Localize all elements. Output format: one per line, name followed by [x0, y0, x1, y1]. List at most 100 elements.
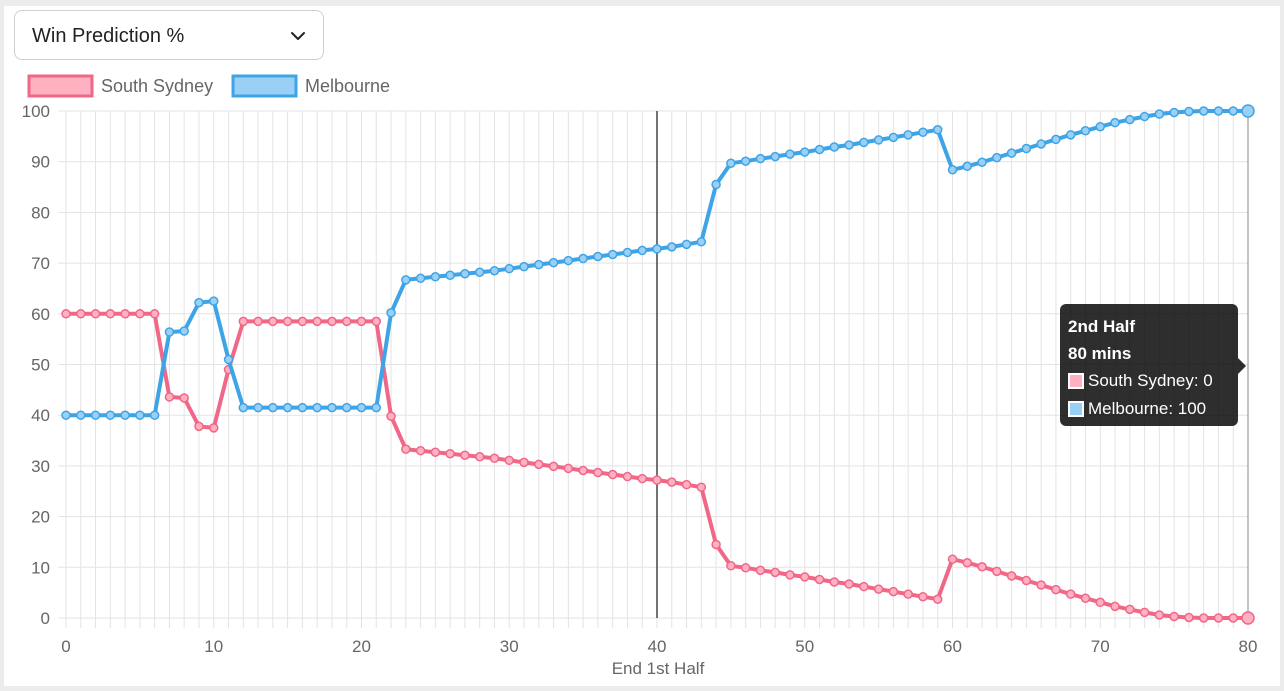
data-point-south-sydney[interactable] — [607, 469, 618, 480]
data-point-south-sydney[interactable] — [903, 589, 913, 599]
data-point-melbourne[interactable] — [268, 402, 278, 413]
data-point-south-sydney[interactable] — [652, 475, 662, 485]
data-point-south-sydney[interactable] — [711, 539, 721, 550]
data-point-south-sydney[interactable] — [430, 447, 441, 457]
data-point-melbourne[interactable] — [489, 265, 500, 276]
data-point-melbourne[interactable] — [814, 144, 825, 155]
data-point-melbourne[interactable] — [1198, 106, 1209, 116]
data-point-south-sydney[interactable] — [1154, 610, 1165, 620]
data-point-south-sydney[interactable] — [696, 482, 707, 492]
data-point-melbourne[interactable] — [519, 261, 529, 272]
data-point-melbourne[interactable] — [401, 275, 411, 285]
data-point-melbourne[interactable] — [755, 153, 766, 164]
data-point-melbourne[interactable] — [1184, 106, 1194, 117]
data-point-south-sydney[interactable] — [622, 471, 633, 482]
data-point-south-sydney[interactable] — [563, 463, 574, 474]
data-point-melbourne[interactable] — [1139, 111, 1150, 122]
data-point-south-sydney[interactable] — [740, 563, 751, 573]
data-point-melbourne[interactable] — [164, 327, 175, 337]
data-point-melbourne[interactable] — [962, 161, 973, 172]
data-point-melbourne[interactable] — [1125, 114, 1135, 125]
data-point-south-sydney[interactable] — [504, 455, 514, 466]
data-point-south-sydney[interactable] — [977, 562, 987, 572]
data-point-south-sydney[interactable] — [1006, 571, 1017, 581]
data-point-melbourne[interactable] — [1021, 143, 1032, 154]
legend-item-south-sydney[interactable]: South Sydney — [27, 74, 213, 98]
data-point-south-sydney[interactable] — [268, 316, 278, 327]
data-point-melbourne[interactable] — [947, 165, 958, 175]
data-point-melbourne[interactable] — [859, 137, 869, 148]
data-point-melbourne[interactable] — [135, 410, 145, 420]
data-point-melbourne[interactable] — [194, 297, 204, 308]
data-point-south-sydney[interactable] — [681, 479, 692, 490]
data-point-south-sydney[interactable] — [785, 570, 795, 580]
data-point-melbourne[interactable] — [681, 239, 692, 250]
data-point-melbourne[interactable] — [1095, 121, 1105, 132]
data-point-south-sydney[interactable] — [76, 309, 86, 319]
data-point-south-sydney[interactable] — [637, 473, 647, 484]
data-point-south-sydney[interactable] — [474, 452, 485, 462]
data-point-south-sydney[interactable] — [859, 581, 869, 592]
data-point-melbourne[interactable] — [356, 402, 367, 413]
data-point-south-sydney[interactable] — [1184, 612, 1194, 623]
data-point-melbourne[interactable] — [977, 157, 987, 167]
data-point-melbourne[interactable] — [740, 156, 751, 166]
data-point-south-sydney[interactable] — [1213, 613, 1224, 623]
data-point-melbourne[interactable] — [238, 402, 249, 413]
data-point-south-sydney[interactable] — [1228, 613, 1238, 623]
data-point-south-sydney[interactable] — [932, 594, 943, 604]
data-point-melbourne[interactable] — [711, 179, 721, 190]
data-point-south-sydney[interactable] — [164, 392, 175, 402]
data-point-melbourne[interactable] — [253, 402, 263, 413]
data-point-melbourne[interactable] — [1006, 148, 1017, 158]
data-point-melbourne[interactable] — [312, 402, 322, 413]
data-point-south-sydney[interactable] — [489, 453, 500, 464]
data-point-melbourne[interactable] — [504, 263, 514, 274]
data-point-south-sydney[interactable] — [327, 316, 337, 327]
legend-item-melbourne[interactable]: Melbourne — [231, 74, 390, 98]
data-point-south-sydney[interactable] — [61, 309, 71, 319]
data-point-south-sydney[interactable] — [135, 309, 145, 319]
data-point-melbourne[interactable] — [327, 402, 337, 413]
data-point-south-sydney[interactable] — [105, 309, 116, 319]
data-point-melbourne[interactable] — [903, 130, 913, 140]
data-point-melbourne[interactable] — [770, 151, 780, 162]
data-point-south-sydney[interactable] — [1065, 589, 1076, 599]
data-point-melbourne[interactable] — [622, 247, 633, 258]
data-point-south-sydney[interactable] — [460, 450, 470, 461]
data-point-south-sydney[interactable] — [356, 316, 367, 327]
data-point-melbourne[interactable] — [1154, 109, 1165, 119]
data-point-south-sydney[interactable] — [918, 591, 928, 602]
data-point-south-sydney[interactable] — [120, 309, 130, 319]
data-point-melbourne[interactable] — [223, 354, 234, 365]
data-point-south-sydney[interactable] — [962, 557, 973, 568]
data-point-melbourne[interactable] — [179, 326, 189, 336]
data-point-melbourne[interactable] — [415, 273, 426, 284]
data-point-melbourne[interactable] — [76, 410, 86, 420]
data-point-south-sydney[interactable] — [238, 316, 249, 327]
data-point-south-sydney[interactable] — [800, 572, 810, 582]
data-point-south-sydney[interactable] — [593, 467, 603, 478]
data-point-melbourne[interactable] — [297, 402, 308, 413]
data-point-melbourne[interactable] — [1213, 106, 1224, 116]
data-point-south-sydney[interactable] — [209, 423, 219, 433]
data-point-melbourne[interactable] — [578, 253, 588, 264]
data-point-melbourne[interactable] — [460, 268, 470, 279]
data-point-melbourne[interactable] — [607, 249, 618, 260]
data-point-melbourne[interactable] — [1065, 130, 1076, 140]
data-point-melbourne[interactable] — [637, 245, 647, 256]
data-point-south-sydney[interactable] — [519, 457, 529, 468]
data-point-south-sydney[interactable] — [415, 445, 426, 456]
data-point-melbourne[interactable] — [282, 402, 293, 413]
data-point-melbourne[interactable] — [873, 135, 884, 145]
data-point-melbourne[interactable] — [785, 149, 795, 159]
data-point-melbourne[interactable] — [1080, 126, 1091, 136]
data-point-south-sydney[interactable] — [947, 554, 958, 564]
data-point-south-sydney[interactable] — [578, 465, 588, 476]
data-point-melbourne[interactable] — [696, 237, 707, 247]
data-point-melbourne[interactable] — [932, 125, 943, 135]
data-point-melbourne[interactable] — [371, 402, 382, 413]
data-point-south-sydney[interactable] — [888, 586, 899, 597]
data-point-south-sydney[interactable] — [755, 565, 766, 576]
data-point-melbourne[interactable] — [992, 152, 1002, 163]
